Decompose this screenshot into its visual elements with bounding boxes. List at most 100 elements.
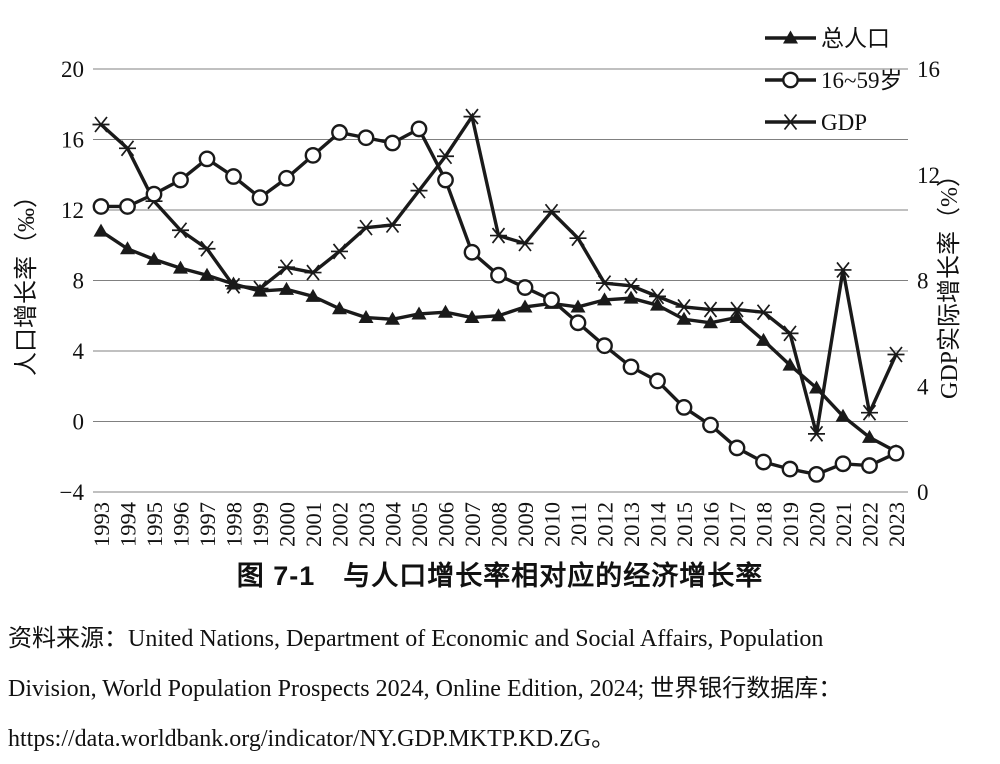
year-label: 2016 — [699, 502, 724, 547]
triangle-marker — [623, 290, 639, 304]
asterisk-marker — [198, 240, 216, 257]
asterisk-marker — [516, 235, 534, 252]
circle-marker — [119, 198, 136, 215]
circle-marker — [516, 279, 534, 296]
left-tick-label: 12 — [61, 198, 84, 223]
triangle-marker — [385, 311, 400, 325]
circle-marker — [437, 171, 454, 189]
circle-marker — [410, 120, 428, 138]
year-label: 2009 — [513, 502, 538, 547]
asterisk-marker — [119, 140, 136, 157]
asterisk-marker — [410, 182, 428, 199]
right-axis-title: GDP实际增长率（%） — [936, 163, 963, 399]
asterisk-marker — [437, 148, 454, 165]
chart-area: 20 16 12 8 4 0 −4 16 12 8 4 0 1993 1994 1995 1996 1997 19… — [13, 26, 963, 547]
legend-item-age-16-59: 16~59岁 — [765, 68, 902, 93]
triangle-marker — [93, 223, 109, 237]
circle-marker — [887, 444, 905, 462]
legend: 总人口 16~59岁 GDP — [765, 26, 902, 135]
triangle-marker — [782, 357, 798, 371]
circle-marker — [331, 124, 348, 141]
right-tick-label: 8 — [917, 269, 929, 294]
circle-marker — [145, 185, 163, 203]
triangle-marker — [173, 260, 188, 274]
triangle-marker — [676, 311, 692, 325]
asterisk-marker — [463, 108, 481, 125]
year-label: 2019 — [778, 502, 803, 547]
year-label: 2020 — [805, 502, 830, 547]
circle-marker — [92, 198, 110, 215]
asterisk-marker — [808, 425, 825, 442]
circle-marker — [225, 168, 242, 185]
right-axis-labels: 16 12 8 4 0 — [917, 57, 940, 505]
asterisk-marker — [304, 264, 322, 281]
triangle-marker — [199, 267, 215, 281]
left-tick-label: 16 — [61, 128, 84, 153]
asterisk-marker — [569, 230, 587, 247]
year-label: 1998 — [222, 502, 247, 547]
circle-marker — [251, 189, 269, 207]
year-label: 2008 — [487, 502, 512, 547]
circle-marker — [861, 457, 878, 474]
series-line-age-16-59 — [101, 126, 897, 477]
triangle-marker — [703, 315, 718, 329]
year-label: 1994 — [116, 502, 141, 547]
left-axis-labels: 20 16 12 8 4 0 −4 — [60, 57, 85, 505]
circle-marker — [596, 337, 613, 355]
asterisk-marker — [782, 113, 799, 131]
triangle-marker — [358, 310, 374, 324]
year-label: 2003 — [354, 502, 379, 547]
figure-caption: 图 7-1 与人口增长率相对应的经济增长率 — [236, 561, 764, 591]
circle-marker — [278, 169, 295, 187]
left-tick-label: 20 — [61, 57, 84, 82]
triangle-marker — [305, 288, 321, 302]
asterisk-marker — [384, 216, 401, 234]
year-label: 1993 — [89, 502, 114, 547]
asterisk-marker — [596, 275, 613, 292]
triangle-marker — [411, 306, 427, 320]
triangle-marker — [332, 301, 347, 315]
triangle-marker — [491, 308, 506, 322]
asterisk-marker — [781, 325, 799, 342]
circle-marker — [808, 465, 825, 483]
year-label: 2010 — [540, 502, 565, 547]
triangle-marker — [862, 429, 877, 443]
circle-marker — [490, 266, 507, 284]
circle-marker — [782, 71, 799, 89]
year-label: 2000 — [275, 502, 300, 547]
triangle-marker — [438, 304, 453, 318]
year-label: 2022 — [858, 502, 883, 547]
year-label: 2005 — [407, 502, 432, 547]
circle-marker — [675, 398, 693, 416]
right-tick-label: 16 — [917, 57, 940, 82]
x-axis-labels: 1993 1994 1995 1996 1997 1998 1999 2000 2001 2002… — [89, 502, 909, 547]
asterisk-marker — [251, 280, 269, 297]
asterisk-marker — [702, 301, 719, 318]
year-label: 2001 — [301, 502, 326, 547]
asterisk-marker — [728, 301, 746, 318]
source-line-3: https://data.worldbank.org/indicator/NY.… — [8, 726, 616, 752]
circle-marker — [702, 416, 719, 434]
year-label: 1999 — [248, 502, 273, 547]
right-tick-label: 12 — [917, 163, 940, 188]
triangle-marker — [146, 251, 162, 265]
asterisk-marker — [675, 298, 693, 315]
year-label: 2011 — [566, 502, 591, 546]
circle-marker — [172, 171, 189, 189]
asterisk-marker — [357, 219, 375, 236]
circle-marker — [834, 455, 852, 473]
left-tick-label: −4 — [60, 480, 85, 505]
left-tick-label: 8 — [73, 269, 85, 294]
asterisk-marker — [172, 222, 189, 239]
asterisk-marker — [755, 304, 772, 321]
triangle-marker — [464, 310, 480, 324]
year-label: 2021 — [831, 502, 856, 547]
triangle-marker — [729, 310, 745, 324]
triangle-marker — [517, 299, 533, 313]
triangle-marker — [597, 292, 612, 306]
asterisk-marker — [649, 288, 666, 305]
year-label: 1995 — [142, 502, 167, 547]
asterisk-marker — [278, 259, 295, 276]
